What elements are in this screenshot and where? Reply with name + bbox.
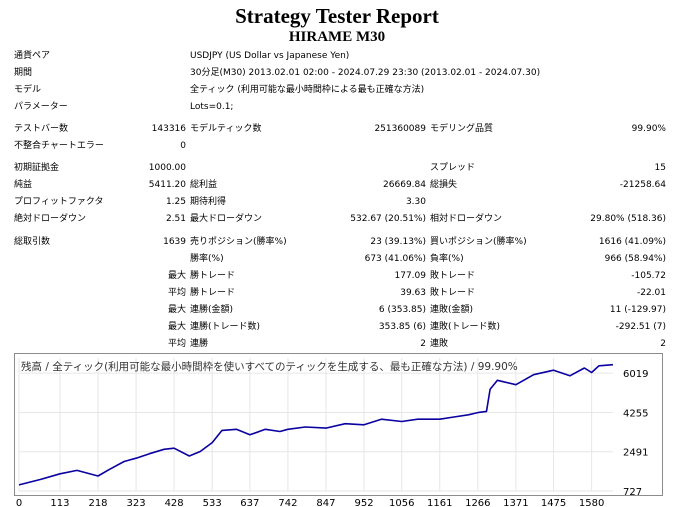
max-consecutive-loss-value: -292.51 (7) xyxy=(615,322,666,332)
profit-factor-label: プロフィットファクタ xyxy=(14,197,104,207)
relative-drawdown-label: 相対ドローダウン xyxy=(430,214,503,224)
loss-rate-label: 負率(%) xyxy=(430,254,464,264)
bars-label: テストバー数 xyxy=(14,124,69,134)
max-drawdown-value: 532.67 (20.51%) xyxy=(350,214,426,224)
period-value: 30分足(M30) 2013.02.01 02:00 - 2024.07.29 … xyxy=(190,68,541,78)
x-tick-label: 1371 xyxy=(503,498,528,507)
deposit-label: 初期証拠金 xyxy=(14,163,60,173)
x-tick-label: 952 xyxy=(354,498,373,507)
profit-factor-value: 1.25 xyxy=(165,197,186,207)
quality-value: 99.90% xyxy=(631,124,666,134)
max-consecutive-losses-label: 連敗(金額) xyxy=(430,305,474,315)
average-loss-label: 敗トレード xyxy=(430,288,476,298)
x-tick-label: 847 xyxy=(316,498,335,507)
ticks-value: 251360089 xyxy=(374,124,426,134)
deposit-value: 1000.00 xyxy=(148,163,186,173)
balance-chart: 残高 / 全ティック(利用可能な最小時間枠を使いすべてのティックを生成する、最も… xyxy=(14,353,663,496)
max-consecutive-loss-label: 連敗(トレード数) xyxy=(430,322,501,332)
average-consecutive-losses-value: 2 xyxy=(660,339,666,349)
model-value: 全ティック (利用可能な最小時間枠による最も正確な方法) xyxy=(190,85,425,95)
chart-title: 残高 / 全ティック(利用可能な最小時間枠を使いすべてのティックを生成する、最も… xyxy=(21,360,518,373)
largest-win-value: 177.09 xyxy=(394,271,427,281)
total-trades-value: 1639 xyxy=(163,237,186,247)
ticks-label: モデルティック数 xyxy=(190,124,262,134)
parameters-label: パラメーター xyxy=(14,102,68,112)
spread-value: 15 xyxy=(654,163,666,173)
x-tick-label: 1580 xyxy=(579,498,604,507)
average-loss-value: -22.01 xyxy=(636,288,666,298)
relative-drawdown-value: 29.80% (518.36) xyxy=(590,214,666,224)
x-tick-label: 742 xyxy=(278,498,297,507)
x-tick-label: 218 xyxy=(88,498,107,507)
parameters-value: Lots=0.1; xyxy=(190,102,234,112)
x-tick-label: 1475 xyxy=(541,498,566,507)
win-rate-label: 勝率(%) xyxy=(190,254,224,264)
max-prefix: 最大 xyxy=(168,322,187,332)
avg-prefix: 平均 xyxy=(168,339,187,349)
x-tick-label: 637 xyxy=(240,498,259,507)
x-tick-label: 1266 xyxy=(465,498,490,507)
x-tick-label: 1161 xyxy=(427,498,452,507)
x-tick-label: 533 xyxy=(203,498,222,507)
x-tick-label: 323 xyxy=(127,498,146,507)
max-consecutive-profit-label: 連勝(トレード数) xyxy=(190,322,261,332)
bars-value: 143316 xyxy=(151,124,186,134)
period-label: 期間 xyxy=(14,68,33,78)
report-subtitle: HIRAME M30 xyxy=(288,29,386,45)
absolute-drawdown-value: 2.51 xyxy=(165,214,186,224)
max-consecutive-wins-label: 連勝(金額) xyxy=(190,305,234,315)
average-consecutive-losses-label: 連敗 xyxy=(430,339,449,349)
win-rate-value: 673 (41.06%) xyxy=(364,254,426,264)
x-tick-label: 113 xyxy=(50,498,69,507)
gross-loss-value: -21258.64 xyxy=(619,180,666,190)
average-win-value: 39.63 xyxy=(400,288,426,298)
model-label: モデル xyxy=(14,85,42,95)
symbol-label: 通貨ペア xyxy=(14,51,51,61)
total-trades-label: 総取引数 xyxy=(14,237,51,247)
average-consecutive-wins-label: 連勝 xyxy=(190,339,209,349)
gross-profit-label: 総利益 xyxy=(190,180,218,190)
x-tick-label: 1056 xyxy=(389,498,414,507)
max-consecutive-losses-value: 11 (-129.97) xyxy=(609,305,666,315)
quality-label: モデリング品質 xyxy=(430,124,494,134)
expected-payoff-value: 3.30 xyxy=(405,197,426,207)
absolute-drawdown-label: 絶対ドローダウン xyxy=(14,214,87,224)
balance-chart-svg: 残高 / 全ティック(利用可能な最小時間枠を使いすべてのティックを生成する、最も… xyxy=(18,358,614,492)
max-prefix: 最大 xyxy=(168,271,187,281)
mismatch-label: 不整合チャートエラー xyxy=(14,141,104,151)
report-title: Strategy Tester Report xyxy=(235,4,439,28)
net-profit-label: 純益 xyxy=(14,180,33,190)
gross-loss-label: 総損失 xyxy=(430,180,458,190)
x-tick-label: 428 xyxy=(165,498,184,507)
mismatch-value: 0 xyxy=(180,141,186,151)
spread-label: スプレッド xyxy=(430,163,476,173)
balance-line xyxy=(18,363,614,486)
largest-win-label: 勝トレード xyxy=(190,271,236,281)
gross-profit-value: 26669.84 xyxy=(383,180,426,190)
max-consecutive-profit-value: 353.85 (6) xyxy=(378,322,426,332)
x-tick-label: 0 xyxy=(16,498,22,507)
average-consecutive-wins-value: 2 xyxy=(420,339,426,349)
max-drawdown-label: 最大ドローダウン xyxy=(190,214,263,224)
symbol-value: USDJPY (US Dollar vs Japanese Yen) xyxy=(190,51,350,61)
avg-prefix: 平均 xyxy=(168,288,187,298)
loss-rate-value: 966 (58.94%) xyxy=(604,254,666,264)
average-win-label: 勝トレード xyxy=(190,288,236,298)
short-positions-label: 売りポジション(勝率%) xyxy=(190,237,287,247)
long-positions-value: 1616 (41.09%) xyxy=(598,237,666,247)
max-consecutive-wins-value: 6 (353.85) xyxy=(378,305,426,315)
long-positions-label: 買いポジション(勝率%) xyxy=(430,237,527,247)
largest-loss-value: -105.72 xyxy=(631,271,666,281)
expected-payoff-label: 期待利得 xyxy=(190,197,227,207)
max-prefix: 最大 xyxy=(168,305,187,315)
short-positions-value: 23 (39.13%) xyxy=(370,237,426,247)
net-profit-value: 5411.20 xyxy=(148,180,186,190)
largest-loss-label: 敗トレード xyxy=(430,271,476,281)
